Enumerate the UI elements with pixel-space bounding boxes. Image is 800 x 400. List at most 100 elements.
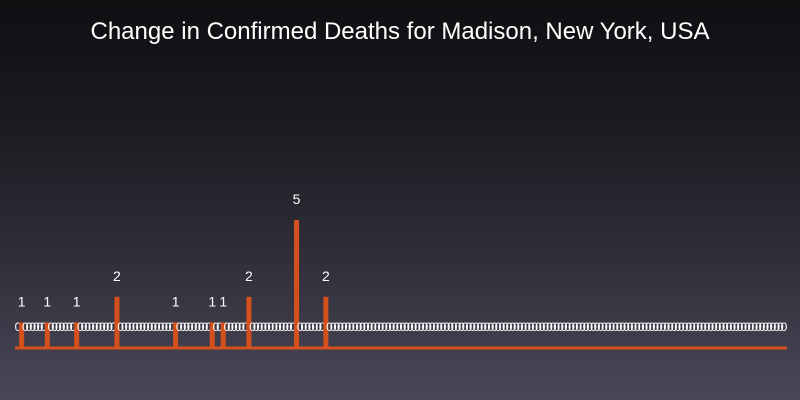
data-label: 0 xyxy=(542,320,549,334)
data-label: 0 xyxy=(425,320,432,334)
data-label: 0 xyxy=(627,320,634,334)
data-label: 0 xyxy=(557,320,564,334)
data-label: 0 xyxy=(55,320,62,334)
data-label: 2 xyxy=(322,268,330,284)
data-label: 0 xyxy=(601,320,608,334)
data-label: 0 xyxy=(605,320,612,334)
data-label: 0 xyxy=(253,320,260,334)
data-label: 0 xyxy=(308,320,315,334)
data-label: 0 xyxy=(623,320,630,334)
data-label: 0 xyxy=(410,320,417,334)
data-label: 0 xyxy=(121,320,128,334)
data-label: 0 xyxy=(531,320,538,334)
data-label: 0 xyxy=(242,320,249,334)
data-label: 0 xyxy=(264,320,271,334)
data-label: 0 xyxy=(634,320,641,334)
data-label: 1 xyxy=(73,293,81,309)
data-label: 0 xyxy=(469,320,476,334)
data-label: 0 xyxy=(282,320,289,334)
data-label: 0 xyxy=(315,320,322,334)
data-label: 0 xyxy=(352,320,359,334)
data-label: 0 xyxy=(216,320,223,334)
data-label: 0 xyxy=(139,320,146,334)
data-label: 0 xyxy=(260,320,267,334)
data-label: 0 xyxy=(678,320,685,334)
chart-title: Change in Confirmed Deaths for Madison, … xyxy=(90,18,710,45)
data-label: 0 xyxy=(356,320,363,334)
data-label: 0 xyxy=(198,320,205,334)
data-label: 0 xyxy=(546,320,553,334)
data-label: 0 xyxy=(524,320,531,334)
data-label: 0 xyxy=(95,320,102,334)
data-label: 0 xyxy=(381,320,388,334)
data-label: 0 xyxy=(726,320,733,334)
data-label: 0 xyxy=(762,320,769,334)
bar xyxy=(74,322,80,348)
data-label: 0 xyxy=(176,320,183,334)
data-label: 0 xyxy=(81,320,88,334)
data-label: 0 xyxy=(685,320,692,334)
data-label: 0 xyxy=(70,320,77,334)
data-label: 2 xyxy=(245,268,253,284)
data-label: 0 xyxy=(729,320,736,334)
bar xyxy=(209,322,215,348)
data-label: 0 xyxy=(608,320,615,334)
data-label: 0 xyxy=(572,320,579,334)
data-label: 0 xyxy=(462,320,469,334)
data-label: 0 xyxy=(103,320,110,334)
data-label: 0 xyxy=(561,320,568,334)
data-label: 0 xyxy=(597,320,604,334)
data-label: 0 xyxy=(191,320,198,334)
data-label: 0 xyxy=(238,320,245,334)
data-label: 0 xyxy=(154,320,161,334)
data-label: 0 xyxy=(399,320,406,334)
data-label: 0 xyxy=(722,320,729,334)
data-label: 0 xyxy=(337,320,344,334)
data-label: 0 xyxy=(48,320,55,334)
data-label: 0 xyxy=(506,320,513,334)
data-label: 0 xyxy=(436,320,443,334)
data-label: 0 xyxy=(696,320,703,334)
data-label: 0 xyxy=(205,320,212,334)
data-label: 0 xyxy=(341,320,348,334)
data-label: 0 xyxy=(777,320,784,334)
data-label: 0 xyxy=(407,320,414,334)
bar xyxy=(114,296,120,348)
data-label: 0 xyxy=(700,320,707,334)
data-label: 0 xyxy=(671,320,678,334)
data-label: 0 xyxy=(476,320,483,334)
data-label: 0 xyxy=(498,320,505,334)
data-label: 0 xyxy=(718,320,725,334)
data-label: 0 xyxy=(117,320,124,334)
data-label: 0 xyxy=(392,320,399,334)
data-label: 0 xyxy=(773,320,780,334)
data-label: 0 xyxy=(180,320,187,334)
data-label: 0 xyxy=(748,320,755,334)
data-label: 0 xyxy=(432,320,439,334)
data-label: 0 xyxy=(202,320,209,334)
data-label: 0 xyxy=(227,320,234,334)
data-label: 0 xyxy=(147,320,154,334)
data-label: 0 xyxy=(484,320,491,334)
data-label: 0 xyxy=(231,320,238,334)
data-label: 0 xyxy=(268,320,275,334)
data-label: 0 xyxy=(619,320,626,334)
data-label: 0 xyxy=(502,320,509,334)
data-label: 0 xyxy=(590,320,597,334)
data-label: 0 xyxy=(136,320,143,334)
data-label: 0 xyxy=(150,320,157,334)
data-label: 0 xyxy=(345,320,352,334)
data-label: 0 xyxy=(224,320,231,334)
data-label: 1 xyxy=(43,293,51,309)
data-label: 0 xyxy=(473,320,480,334)
data-label: 0 xyxy=(737,320,744,334)
data-label: 1 xyxy=(18,293,26,309)
data-label: 0 xyxy=(667,320,674,334)
data-label: 0 xyxy=(447,320,454,334)
data-label: 0 xyxy=(37,320,44,334)
data-label: 1 xyxy=(172,293,180,309)
data-label: 0 xyxy=(363,320,370,334)
data-label: 0 xyxy=(165,320,172,334)
data-label: 0 xyxy=(33,320,40,334)
data-label: 0 xyxy=(480,320,487,334)
